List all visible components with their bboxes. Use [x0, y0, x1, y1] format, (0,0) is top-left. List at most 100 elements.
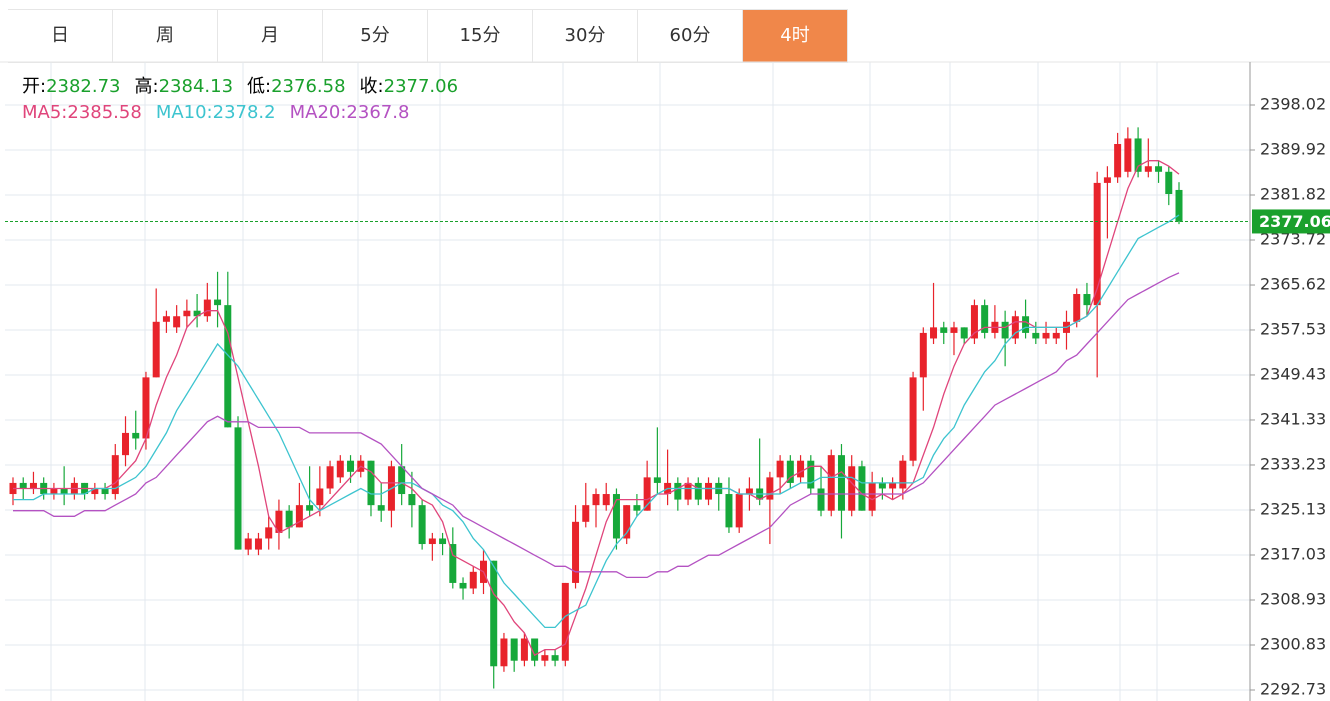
- candle-body: [367, 460, 375, 506]
- candle-body: [306, 505, 314, 511]
- candle-body: [797, 460, 805, 478]
- candle-body: [776, 460, 784, 478]
- candle-body: [326, 466, 334, 489]
- candle-body: [111, 455, 119, 495]
- ma-line: [13, 214, 1180, 629]
- candle-body: [173, 316, 181, 328]
- candle-body: [602, 494, 610, 506]
- candle-body: [694, 482, 702, 500]
- candle-body: [1134, 138, 1142, 172]
- tab[interactable]: 15分: [428, 10, 533, 62]
- ma-legend-value: 2385.58: [67, 102, 142, 123]
- candle-body: [1052, 332, 1060, 339]
- candle-body: [858, 466, 866, 511]
- candle-body: [490, 560, 498, 667]
- candle-body: [60, 488, 68, 495]
- candle-body: [807, 460, 815, 489]
- candle-body: [919, 332, 927, 378]
- y-tick-label: 2373.72: [1260, 230, 1326, 249]
- ma-legend-value: 2378.2: [212, 102, 276, 123]
- candle-body: [285, 510, 293, 528]
- info-label: 收:: [359, 76, 384, 97]
- tab[interactable]: 4时: [743, 10, 848, 62]
- candle-body: [960, 327, 968, 339]
- candle-body: [275, 510, 283, 533]
- ma-line: [13, 272, 1180, 579]
- candle-body: [684, 482, 692, 500]
- tab[interactable]: 30分: [533, 10, 638, 62]
- candle-body: [1103, 177, 1111, 183]
- ma-legend-name: MA10:: [155, 102, 213, 123]
- candle-body: [91, 488, 99, 495]
- candle-body: [254, 538, 262, 550]
- info-value: 2384.13: [158, 76, 234, 97]
- candle-body: [428, 538, 436, 545]
- candle-body: [1144, 166, 1152, 172]
- tab-bar: 日周月 5分 15分 30分 60分 4时: [8, 9, 848, 63]
- candle-body: [244, 538, 252, 550]
- y-tick-label: 2308.93: [1260, 589, 1326, 608]
- y-tick-label: 2381.82: [1260, 185, 1326, 204]
- y-tick-label: 2349.43: [1260, 364, 1326, 383]
- tab[interactable]: 日: [8, 10, 113, 62]
- candle-body: [1155, 166, 1163, 172]
- y-tick-label: 2398.02: [1260, 95, 1326, 114]
- candle-body: [766, 477, 774, 500]
- y-tick-label: 2333.23: [1260, 454, 1326, 473]
- y-tick-label: 2341.33: [1260, 409, 1326, 428]
- candle-body: [203, 299, 211, 317]
- candle-body: [19, 482, 27, 489]
- current-price-box: [1252, 209, 1330, 234]
- candle-body: [122, 432, 130, 456]
- candle-body: [735, 494, 743, 528]
- candle-body: [1073, 294, 1081, 322]
- candle-body: [612, 494, 620, 539]
- tab[interactable]: 5分: [323, 10, 428, 62]
- candle-body: [889, 482, 897, 489]
- candle-body: [623, 505, 631, 539]
- candle-body: [214, 299, 222, 306]
- candle-body: [408, 494, 416, 506]
- candle-body: [439, 538, 447, 545]
- info-value: 2377.06: [383, 76, 459, 97]
- candle-body: [674, 482, 682, 500]
- candle-body: [981, 305, 989, 333]
- y-tick-label: 2292.73: [1260, 679, 1326, 698]
- candle-body: [449, 544, 457, 583]
- candle-body: [868, 482, 876, 511]
- candle-body: [848, 466, 856, 511]
- candle-body: [1124, 138, 1132, 172]
- candle-body: [1032, 332, 1040, 339]
- candle-body: [347, 460, 355, 472]
- tab[interactable]: 周: [113, 10, 218, 62]
- candle-body: [336, 460, 344, 478]
- candle-body: [1011, 316, 1019, 339]
- tab[interactable]: 60分: [638, 10, 743, 62]
- candle-body: [520, 638, 528, 661]
- candle-body: [950, 327, 958, 333]
- candle-body: [1042, 332, 1050, 339]
- candle-body: [1022, 316, 1030, 333]
- candle-body: [705, 482, 713, 500]
- candle-body: [653, 477, 661, 483]
- ohlc-row: 开:2382.73 高:2384.13 低:2376.58 收:2377.06: [22, 74, 472, 100]
- candle-body: [418, 505, 426, 545]
- candle-body: [316, 488, 324, 506]
- candle-body: [510, 638, 518, 661]
- info-label: 低:: [247, 76, 272, 97]
- candle-body: [531, 638, 539, 661]
- ma-legend-name: MA5:: [22, 102, 68, 123]
- candle-body: [234, 427, 242, 550]
- candle-body: [817, 488, 825, 511]
- candle-body: [541, 655, 549, 661]
- candle-body: [930, 327, 938, 339]
- y-tick-label: 2357.53: [1260, 319, 1326, 338]
- tab[interactable]: 月: [218, 10, 323, 62]
- candle-body: [398, 466, 406, 495]
- candle-body: [500, 638, 508, 667]
- candle-body: [469, 571, 477, 589]
- candle-body: [633, 505, 641, 511]
- info-label: 开:: [22, 76, 47, 97]
- y-tick-label: 2317.03: [1260, 544, 1326, 563]
